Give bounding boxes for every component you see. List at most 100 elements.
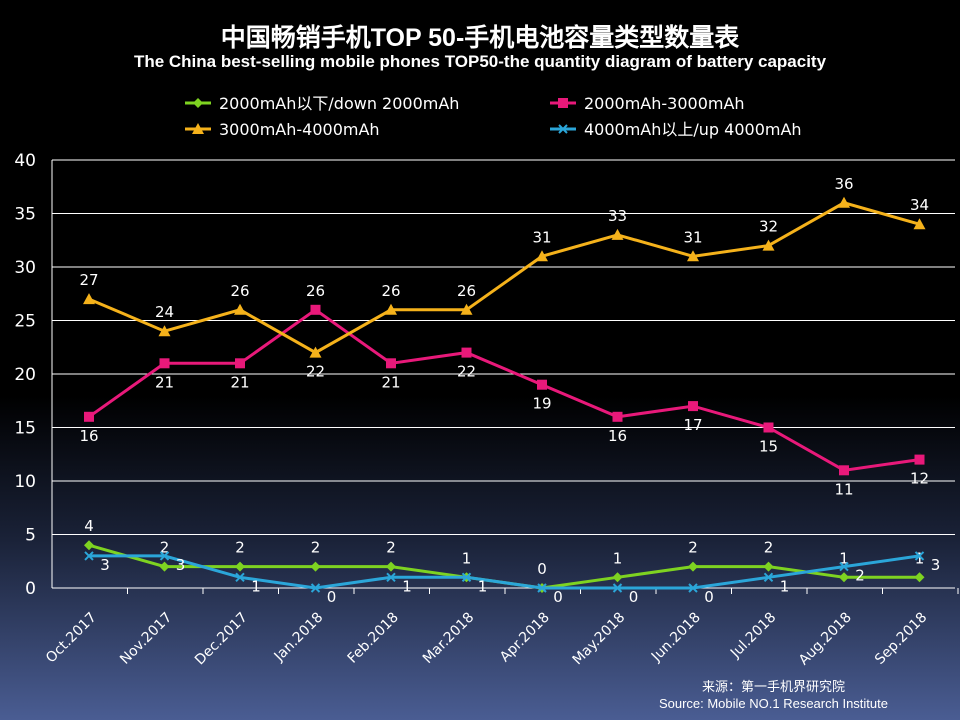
x-marker <box>537 583 547 593</box>
triangle-marker <box>234 303 246 315</box>
legend-label: 2000mAh以下/down 2000mAh <box>219 94 459 113</box>
legend-item: 3000mAh-4000mAh <box>185 120 380 139</box>
square-marker <box>537 379 547 390</box>
data-label: 33 <box>608 207 627 225</box>
y-tick-label: 30 <box>14 258 36 278</box>
data-label: 26 <box>306 282 325 300</box>
legend-item: 4000mAh以上/up 4000mAh <box>550 120 802 139</box>
square-marker <box>914 454 925 465</box>
square-marker <box>612 411 623 422</box>
square-marker <box>84 411 94 422</box>
series-line <box>88 307 920 472</box>
square-marker <box>159 358 170 369</box>
x-tick-label: Jul.2018 <box>727 610 779 662</box>
x-marker <box>461 572 472 583</box>
legend-label: 4000mAh以上/up 4000mAh <box>584 120 802 139</box>
y-tick-label: 5 <box>25 526 36 546</box>
data-label: 2 <box>855 567 865 585</box>
x-tick-label: Jan.2018 <box>271 610 327 666</box>
data-label: 19 <box>532 395 551 413</box>
square-marker <box>688 401 698 412</box>
diamond-marker <box>193 98 203 108</box>
triangle-marker <box>192 123 204 134</box>
x-tick-label: Nov.2017 <box>117 610 175 668</box>
triangle-marker <box>385 303 397 315</box>
x-marker <box>159 551 170 561</box>
data-label: 1 <box>613 549 623 567</box>
diamond-marker <box>84 540 94 551</box>
data-label: 2 <box>235 539 245 557</box>
data-label: 0 <box>553 588 563 606</box>
triangle-marker <box>309 346 322 358</box>
data-label: 1 <box>251 577 261 595</box>
y-tick-label: 20 <box>14 365 36 385</box>
x-marker <box>558 124 568 134</box>
square-marker <box>386 358 396 369</box>
legend-item: 2000mAh-3000mAh <box>550 94 745 113</box>
x-marker <box>84 551 94 561</box>
data-label: 1 <box>915 549 925 567</box>
data-label: 22 <box>306 363 325 381</box>
diamond-marker <box>235 561 245 572</box>
data-label: 16 <box>608 427 627 445</box>
x-marker <box>386 572 396 583</box>
triangle-marker <box>83 293 95 305</box>
x-tick-label: Feb.2018 <box>345 610 402 667</box>
series-line <box>89 554 920 590</box>
x-marker <box>612 583 623 593</box>
data-label: 0 <box>327 588 337 606</box>
x-tick-label: Aug.2018 <box>796 610 855 669</box>
triangle-marker <box>460 303 473 315</box>
data-label: 31 <box>532 228 551 246</box>
data-label: 21 <box>230 373 249 391</box>
triangle-marker <box>762 239 775 251</box>
series-1: 16 21 21 26 21 22 19 16 17 15 11 12 <box>79 282 929 499</box>
data-label: 3 <box>100 556 110 574</box>
x-tick-label: Dec.2017 <box>192 610 251 669</box>
data-label: 1 <box>478 577 488 595</box>
data-label: 2 <box>160 539 170 557</box>
y-tick-label: 10 <box>14 472 36 492</box>
data-label: 31 <box>683 228 702 246</box>
data-label: 22 <box>457 363 476 381</box>
data-label: 0 <box>537 560 547 578</box>
data-label: 24 <box>155 303 174 321</box>
data-label: 2 <box>386 539 396 557</box>
diamond-marker <box>688 561 698 572</box>
data-label: 11 <box>834 480 853 498</box>
triangle-marker <box>838 196 850 208</box>
x-tick-label: May.2018 <box>570 610 629 669</box>
square-marker <box>235 358 245 369</box>
legend-label: 2000mAh-3000mAh <box>584 94 745 113</box>
data-label: 0 <box>629 588 639 606</box>
x-marker <box>839 561 849 572</box>
y-tick-label: 35 <box>14 205 36 225</box>
data-label: 1 <box>780 577 790 595</box>
diamond-marker <box>763 561 774 572</box>
data-label: 27 <box>79 271 98 289</box>
series-2: 27 24 26 22 26 26 31 33 31 32 36 34 <box>79 175 929 381</box>
diamond-marker <box>839 572 849 583</box>
diamond-marker <box>386 561 396 572</box>
triangle-marker <box>913 218 926 230</box>
square-marker <box>310 304 321 315</box>
data-label: 15 <box>759 438 778 456</box>
x-marker <box>310 583 321 593</box>
source-note: 来源：第一手机界研究院 Source: Mobile NO.1 Research… <box>659 678 888 712</box>
diamond-marker <box>310 561 321 572</box>
x-marker <box>914 551 925 561</box>
square-marker <box>839 465 849 476</box>
legend-label: 3000mAh-4000mAh <box>219 120 380 139</box>
x-tick-label: Oct.2017 <box>43 610 100 667</box>
triangle-marker <box>158 325 171 337</box>
legend-item: 2000mAh以下/down 2000mAh <box>185 94 459 113</box>
data-label: 2 <box>688 539 698 557</box>
data-label: 21 <box>155 373 174 391</box>
x-marker <box>763 572 774 583</box>
data-label: 1 <box>839 549 849 567</box>
square-marker <box>763 422 774 433</box>
data-label: 16 <box>79 427 98 445</box>
data-label: 26 <box>230 282 249 300</box>
